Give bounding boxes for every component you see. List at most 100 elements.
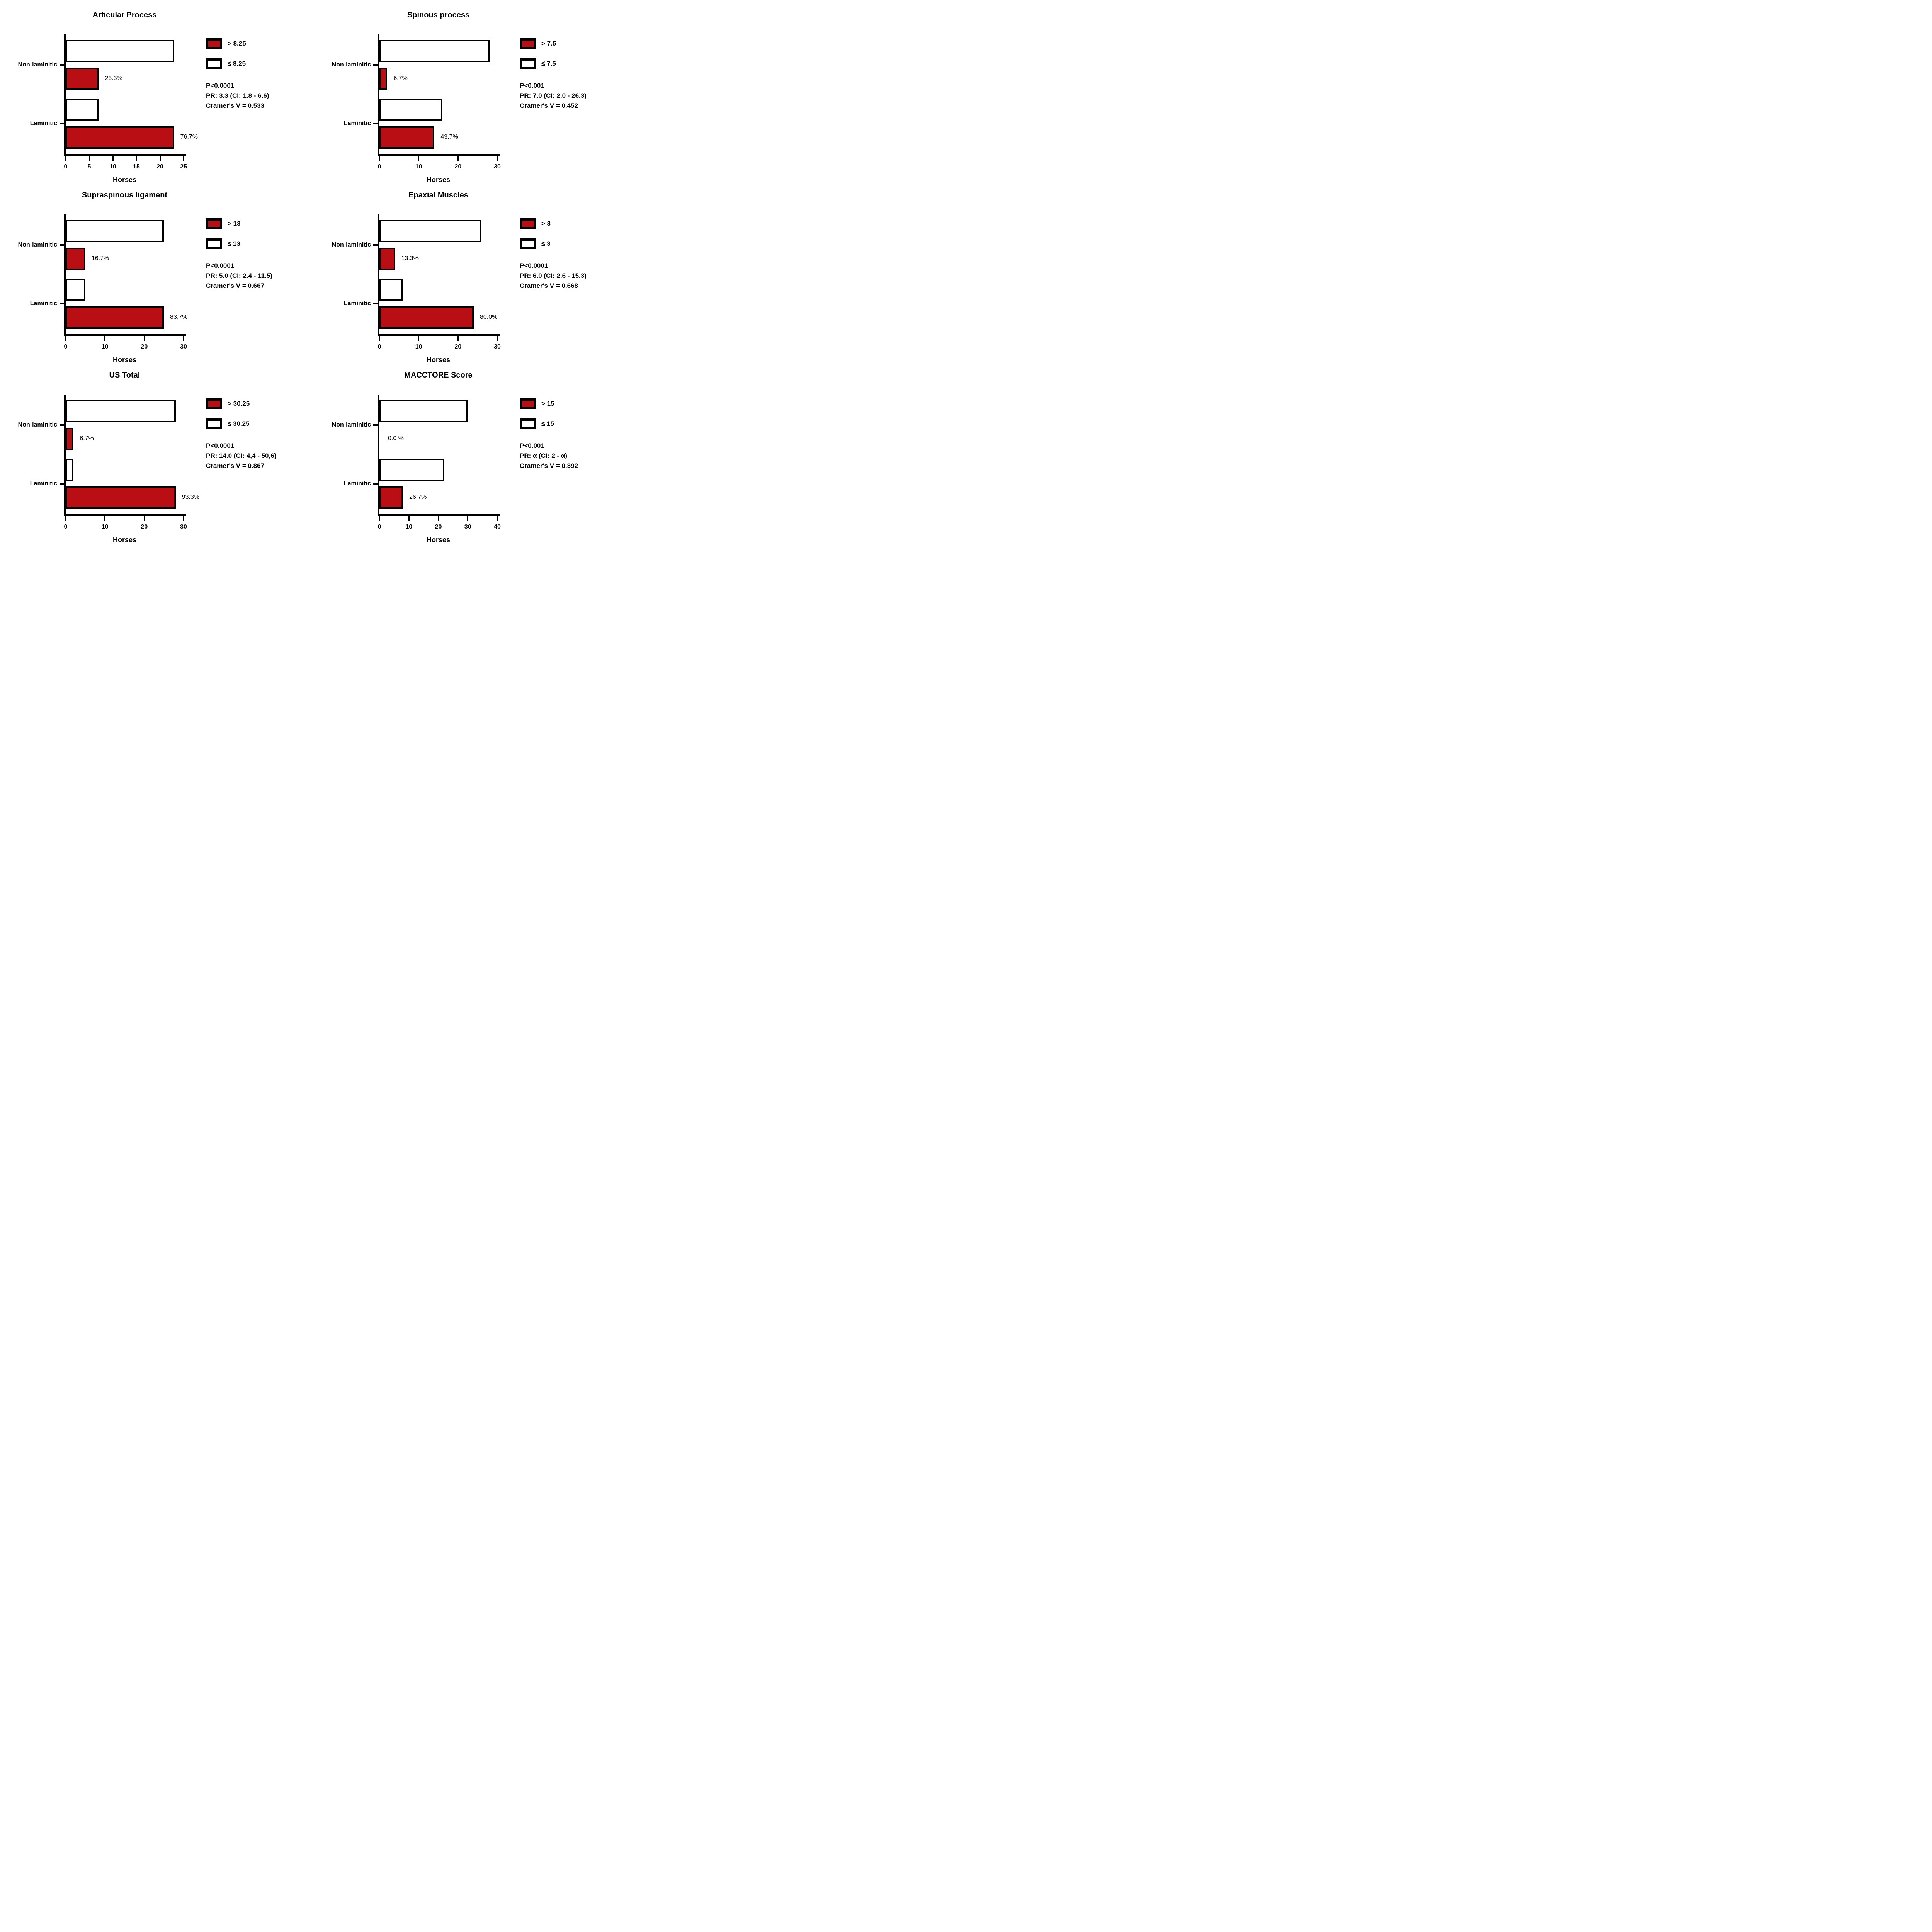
legend-row: > 13 [206, 218, 303, 229]
bar-below-threshold [66, 279, 85, 301]
x-tick-label: 30 [494, 344, 501, 350]
stat-line: P<0.0001 [206, 262, 235, 269]
stat-line: Cramer's V = 0.867 [206, 462, 265, 469]
y-axis-line [378, 395, 379, 516]
category-label: Laminitic [344, 480, 371, 487]
percent-label: 83.7% [170, 314, 188, 320]
bar-above-threshold [379, 68, 388, 90]
bar-above-threshold [379, 248, 395, 270]
category-label: Laminitic [344, 120, 371, 127]
stat-line: Cramer's V = 0.667 [206, 282, 265, 289]
chart-panel-2: Spinous process 6.7% Non-laminitic 43.7% Lam… [314, 5, 628, 184]
stat-line: PR: 3.3 (CI: 1.8 - 6.6) [206, 92, 269, 99]
legend-swatch-red-icon [206, 38, 222, 49]
x-axis-label: Horses [112, 536, 137, 544]
x-axis-tick [143, 516, 145, 521]
x-axis-tick [457, 156, 459, 161]
x-axis-line [378, 514, 500, 516]
bar-above-threshold [66, 126, 174, 149]
category-label: Laminitic [344, 300, 371, 307]
stat-line: Cramer's V = 0.452 [520, 102, 578, 109]
x-tick-label: 25 [180, 163, 187, 170]
stat-line: PR: 5.0 (CI: 2.4 - 11.5) [206, 272, 272, 279]
legend-swatch-red-icon [520, 398, 536, 409]
category-tick [60, 424, 64, 426]
x-axis-tick [159, 156, 161, 161]
legend-label: ≤ 8.25 [228, 60, 246, 67]
category-tick [60, 64, 64, 66]
chart-title: Epaxial Muscles [408, 191, 468, 199]
bar-above-threshold [379, 126, 435, 149]
x-axis-tick [438, 516, 439, 521]
stat-line: P<0.0001 [520, 262, 548, 269]
percent-label: 26.7% [409, 494, 427, 500]
y-axis-line [378, 34, 379, 156]
legend-row: ≤ 3 [520, 238, 616, 249]
bar-below-threshold [66, 40, 174, 62]
legend-label: > 8.25 [228, 40, 246, 47]
chart-title: Spinous process [407, 11, 470, 19]
bar-above-threshold [379, 306, 474, 329]
x-axis-tick [418, 336, 420, 341]
chart-panel-5: US Total 6.7% Non-laminitic 93.3% Laminitic 0… [0, 366, 314, 544]
legend-row: ≤ 15 [520, 418, 616, 429]
bar-below-threshold [66, 459, 74, 481]
category-tick [60, 244, 64, 246]
legend-swatch-white-icon [206, 58, 222, 69]
legend-label: > 30.25 [228, 400, 250, 407]
legend-swatch-white-icon [520, 418, 536, 429]
percent-label: 6.7% [80, 435, 94, 442]
legend-and-stats: > 7.5 ≤ 7.5 P<0.001 PR: 7.0 (CI: 2.0 - 26.3… [520, 38, 616, 111]
category-tick [60, 483, 64, 485]
bar-above-threshold [66, 306, 164, 329]
legend-row: > 30.25 [206, 398, 303, 409]
bar-below-threshold [379, 99, 442, 121]
stat-line: P<0.001 [520, 442, 544, 449]
percent-label: 6.7% [393, 75, 408, 82]
x-axis-tick [379, 516, 380, 521]
x-axis-tick [379, 156, 380, 161]
category-label: Non-laminitic [332, 422, 371, 428]
legend-swatch-red-icon [206, 218, 222, 229]
x-axis-tick [183, 156, 184, 161]
legend-row: > 3 [520, 218, 616, 229]
bar-above-threshold [66, 428, 74, 450]
legend-label: ≤ 15 [541, 420, 554, 427]
chart-title: MACCTORE Score [404, 371, 473, 379]
legend-label: ≤ 3 [541, 240, 551, 247]
category-label: Non-laminitic [18, 422, 57, 428]
category-label: Laminitic [30, 120, 57, 127]
category-label: Non-laminitic [332, 61, 371, 68]
legend-label: ≤ 13 [228, 240, 240, 247]
x-tick-label: 10 [101, 524, 109, 530]
legend-swatch-white-icon [520, 238, 536, 249]
y-axis-line [64, 395, 66, 516]
stat-line: PR: 6.0 (CI: 2.6 - 15.3) [520, 272, 587, 279]
x-axis-tick [65, 336, 66, 341]
legend-and-stats: > 8.25 ≤ 8.25 P<0.0001 PR: 3.3 (CI: 1.8 - 6… [206, 38, 303, 111]
y-axis-line [64, 214, 66, 336]
category-label: Laminitic [30, 480, 57, 487]
x-tick-label: 20 [454, 344, 462, 350]
percent-label: 16.7% [91, 255, 109, 262]
legend-and-stats: > 30.25 ≤ 30.25 P<0.0001 PR: 14.0 (CI: 4,4 … [206, 398, 303, 471]
x-tick-label: 10 [101, 344, 109, 350]
x-tick-label: 0 [378, 163, 381, 170]
legend-row: ≤ 13 [206, 238, 303, 249]
x-axis-tick [467, 516, 469, 521]
legend-swatch-white-icon [206, 238, 222, 249]
x-tick-label: 0 [64, 524, 68, 530]
legend-and-stats: > 13 ≤ 13 P<0.0001 PR: 5.0 (CI: 2.4 - 11.5)… [206, 218, 303, 291]
y-axis-line [378, 214, 379, 336]
x-axis-tick [104, 336, 106, 341]
x-tick-label: 0 [64, 163, 68, 170]
stats-block: P<0.001 PR: α (CI: 2 - α) Cramer's V = 0.3… [520, 441, 616, 471]
x-tick-label: 20 [435, 524, 442, 530]
x-axis-tick [183, 516, 184, 521]
x-tick-label: 10 [109, 163, 116, 170]
bar-below-threshold [379, 40, 490, 62]
legend-label: ≤ 7.5 [541, 60, 556, 67]
x-axis-tick [183, 336, 184, 341]
bar-below-threshold [379, 400, 468, 422]
x-tick-label: 10 [415, 344, 422, 350]
